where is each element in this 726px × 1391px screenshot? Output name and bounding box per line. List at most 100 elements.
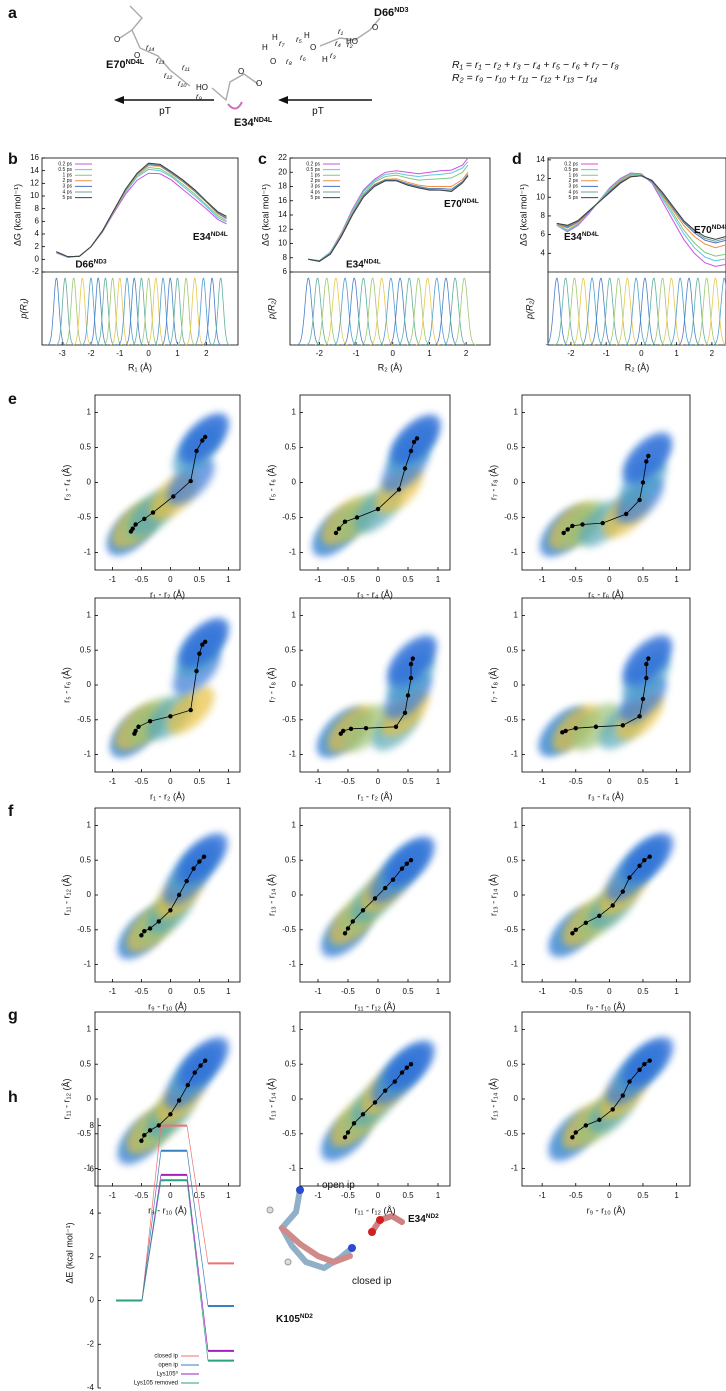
y-axis-label: r₁₃ - r₁₄ (Å) — [488, 874, 498, 916]
y-tick-label: 1 — [292, 408, 297, 417]
legend-label: Lys105 removed — [134, 1381, 178, 1387]
x-tick-label: 0.5 — [194, 575, 206, 584]
x-tick-label: 0 — [376, 777, 381, 786]
y-tick-label: 0 — [35, 254, 40, 263]
x-tick-label: 2 — [204, 349, 209, 358]
y-tick-label: 12 — [278, 224, 287, 233]
x-tick-label: -0.5 — [569, 777, 583, 786]
y-axis-label: r₇ - r₈ (Å) — [488, 667, 498, 702]
y-tick-label: 0.5 — [507, 1059, 519, 1068]
x-tick-label: 0 — [607, 987, 612, 996]
path-point — [188, 478, 193, 484]
path-point — [597, 1117, 602, 1123]
y-tick-label: -2 — [87, 1339, 95, 1348]
x-tick-label: 0.5 — [194, 1191, 206, 1200]
y-tick-label: 12 — [30, 178, 39, 187]
y-tick-label: 10 — [278, 239, 287, 248]
path-point — [375, 506, 381, 512]
window-distribution — [146, 277, 166, 346]
path-point — [404, 1065, 409, 1070]
y-tick-label: 1 — [514, 408, 519, 417]
window-distribution — [406, 277, 431, 346]
window-distribution — [545, 277, 569, 346]
y-tick-label: 10 — [536, 192, 545, 201]
panel-label: h — [8, 1089, 18, 1106]
window-distribution — [333, 277, 357, 346]
atom — [368, 1228, 376, 1236]
x-tick-label: -1 — [314, 1191, 322, 1200]
panel-label: b — [8, 151, 18, 168]
series-line — [556, 174, 726, 257]
structure-label-main: open ip — [322, 1180, 355, 1191]
bond — [119, 5, 143, 39]
path-point — [185, 1082, 190, 1088]
y-tick-label: 0.5 — [80, 855, 92, 864]
window-distribution — [324, 277, 348, 346]
path-line — [340, 658, 414, 734]
path-point — [637, 863, 642, 868]
y-tick-label: -1 — [84, 750, 92, 759]
y-tick-label: 0 — [514, 680, 519, 689]
series-line — [56, 162, 227, 258]
legend-label: open ip — [158, 1363, 178, 1369]
x-tick-label: -0.5 — [135, 575, 149, 584]
path-point — [150, 510, 156, 515]
y-tick-label: -0.5 — [282, 513, 296, 522]
plot-area — [548, 833, 674, 957]
panel-label: e — [8, 391, 17, 408]
path-point — [130, 526, 135, 531]
r-label: r₆ — [300, 53, 307, 62]
y-tick-label: -1 — [84, 960, 92, 969]
path-line — [562, 658, 649, 733]
y-tick-label: 14 — [30, 166, 39, 175]
legend-label: 3 ps — [311, 184, 321, 190]
legend-label: 5 ps — [311, 195, 321, 201]
y-tick-label: 6 — [35, 216, 40, 225]
x-tick-label: -2 — [87, 349, 95, 358]
path-point — [414, 436, 420, 441]
path-point — [372, 896, 378, 901]
window-distribution — [168, 277, 187, 346]
x-tick-label: -0.5 — [569, 1191, 583, 1200]
path-point — [142, 1132, 147, 1138]
path-point — [363, 725, 369, 731]
path-point — [408, 858, 414, 863]
window-distribution — [110, 277, 130, 346]
path-point — [203, 1058, 208, 1063]
y-tick-label: -1 — [511, 548, 519, 557]
path-point — [408, 448, 414, 454]
annotation-main: E70 — [444, 199, 462, 210]
window-distribution — [296, 277, 321, 346]
path-point — [560, 730, 565, 735]
path-point — [341, 728, 346, 734]
x-tick-label: -0.5 — [341, 777, 355, 786]
window-distribution — [443, 277, 467, 346]
path-line — [134, 641, 206, 734]
y-tick-label: -0.5 — [282, 1129, 296, 1138]
x-tick-label: -1 — [314, 575, 322, 584]
x-tick-label: 0.5 — [194, 987, 206, 996]
window-distribution — [55, 277, 75, 346]
y-tick-label: 0.5 — [285, 645, 297, 654]
y-axis-label: r₁₁ - r₁₂ (Å) — [61, 874, 71, 915]
path-point — [408, 661, 414, 667]
legend-label: 5 ps — [63, 195, 73, 201]
legend-label: 0.2 ps — [306, 161, 320, 167]
annotation: E34ND4L — [346, 258, 381, 270]
y-tick-label: 0.5 — [285, 443, 297, 452]
y-tick-label: 1 — [87, 821, 92, 830]
x-tick-label: 0 — [376, 987, 381, 996]
equation: R₂ = r₉ − r₁₀ + r₁₁ − r₁₂ + r₁₃ − r₁₄ — [452, 72, 597, 84]
path-point — [644, 675, 649, 681]
window-distribution — [64, 277, 83, 346]
path-point — [360, 908, 366, 913]
path-point — [580, 522, 585, 527]
path-point — [583, 1123, 589, 1128]
r-label: r₁₁ — [182, 63, 190, 72]
y-tick-label: 0 — [514, 890, 519, 899]
window-distribution — [103, 277, 122, 346]
x-tick-label: -1 — [116, 349, 124, 358]
r-label: r₅ — [296, 35, 303, 44]
y-axis-label: r₇ - r₈ (Å) — [488, 465, 498, 500]
annotation: E70ND4L — [444, 198, 479, 210]
